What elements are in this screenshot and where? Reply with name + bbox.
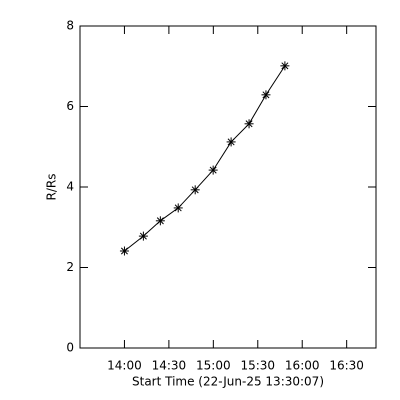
marker-stroke	[209, 166, 217, 174]
marker-stroke	[281, 62, 289, 70]
marker-stroke	[245, 120, 253, 128]
asterisk-marker	[173, 203, 183, 213]
y-tick-label: 0	[66, 341, 74, 355]
plot-frame	[79, 25, 377, 349]
asterisk-marker	[244, 119, 254, 129]
marker-stroke	[262, 91, 270, 99]
x-tick-label: 15:00	[196, 359, 231, 373]
data-line	[124, 65, 286, 252]
asterisk-marker	[226, 137, 236, 147]
x-tick-label: 14:30	[152, 359, 187, 373]
x-tick-label: 16:30	[329, 359, 364, 373]
y-axis-title: R/Rs	[45, 174, 59, 201]
marker-stroke	[174, 204, 182, 212]
marker-stroke	[139, 232, 147, 240]
asterisk-marker	[190, 185, 200, 195]
y-tick-label: 2	[66, 260, 74, 274]
x-axis-title: Start Time (22-Jun-25 13:30:07)	[132, 375, 324, 389]
marker-stroke	[120, 247, 128, 255]
asterisk-marker	[155, 216, 165, 226]
asterisk-marker	[138, 231, 148, 241]
x-tick-label: 15:30	[240, 359, 275, 373]
marker-stroke	[156, 217, 164, 225]
marker-stroke	[191, 186, 199, 194]
asterisk-marker	[208, 165, 218, 175]
y-tick-label: 8	[66, 19, 74, 33]
asterisk-marker	[119, 246, 129, 256]
x-tick-label: 16:00	[285, 359, 320, 373]
y-tick-label: 4	[66, 180, 74, 194]
asterisk-marker	[261, 90, 271, 100]
asterisk-marker	[280, 61, 290, 71]
y-tick-label: 6	[66, 99, 74, 113]
marker-stroke	[227, 138, 235, 146]
x-tick-label: 14:00	[107, 359, 142, 373]
